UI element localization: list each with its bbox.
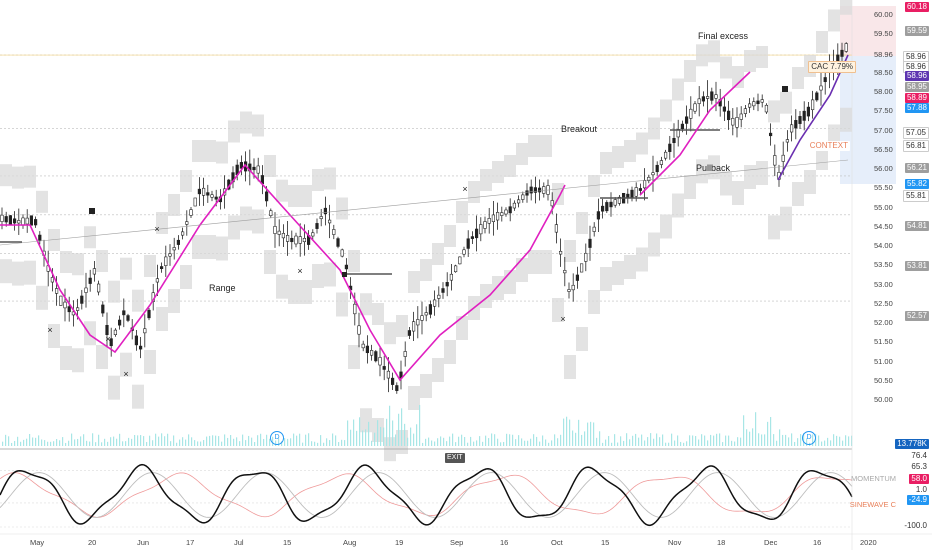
- price-tag: 59.59: [904, 26, 929, 36]
- price-tag: 56.81: [902, 140, 929, 152]
- price-axis-label: 50.00: [874, 395, 893, 404]
- price-axis-label: 59.50: [874, 29, 893, 39]
- price-tag: 52.57: [904, 311, 929, 321]
- context-label: CONTEXT: [807, 141, 850, 151]
- price-tag: 55.81: [902, 190, 929, 202]
- price-tag: 57.05: [902, 127, 929, 139]
- sinewave-label: SINEWAVE C: [849, 500, 896, 509]
- signal-markers: × × × × × × ×: [47, 86, 788, 379]
- price-axis-label: 54.50: [874, 221, 893, 231]
- time-axis-label: 15: [601, 538, 610, 547]
- dividend-marker-2[interactable]: D: [802, 431, 816, 445]
- price-axis-label: 52.00: [874, 318, 893, 327]
- svg-text:×: ×: [154, 224, 159, 234]
- price-tag: 60.18: [904, 2, 929, 12]
- volume-histogram: [2, 404, 853, 446]
- price-tag: 58.89: [904, 93, 929, 103]
- time-axis-label: 2020: [860, 538, 877, 547]
- cac-label: CAC 7.79%: [808, 61, 856, 73]
- oscillator-pane: [0, 463, 853, 528]
- price-axis-label: 53.50: [874, 260, 893, 270]
- dividend-marker-1[interactable]: D: [270, 431, 284, 445]
- price-axis-label: 57.50: [874, 106, 893, 116]
- price-axis-label: 53.00: [874, 279, 893, 289]
- indicator-value: -100.0: [902, 521, 929, 531]
- pivot-levels: [0, 129, 720, 275]
- svg-text:×: ×: [560, 314, 565, 324]
- indicator-value: 76.4: [909, 451, 929, 461]
- price-tag: 55.82: [904, 179, 929, 189]
- time-axis-label: Jun: [137, 538, 150, 547]
- svg-text:×: ×: [47, 325, 52, 335]
- price-axis-label: 52.50: [874, 298, 893, 308]
- trend-curve-final: [777, 54, 849, 181]
- price-axis-label: 58.00: [874, 87, 893, 96]
- price-axis-label: 55.50: [874, 183, 893, 193]
- price-axis-label: 50.50: [874, 375, 893, 385]
- momentum-label: MOMENTUM: [851, 474, 896, 483]
- price-axis-label: 51.00: [874, 356, 893, 366]
- time-axis-label: 19: [395, 538, 404, 547]
- annotation-range: Range: [209, 283, 236, 293]
- indicator-value: 65.3: [909, 462, 929, 472]
- time-axis-label: 16: [500, 538, 509, 547]
- price-tag: 57.88: [904, 103, 929, 113]
- time-axis-label: Jul: [234, 538, 244, 547]
- time-axis-label: Nov: [668, 538, 682, 547]
- time-axis-label: 15: [283, 538, 292, 547]
- svg-text:×: ×: [297, 266, 302, 276]
- indicator-value: -24.9: [906, 495, 929, 505]
- svg-text:×: ×: [105, 334, 110, 344]
- time-axis-label: Dec: [764, 538, 778, 547]
- exit-tag[interactable]: EXIT: [445, 453, 465, 463]
- time-axis-label: Aug: [343, 538, 357, 547]
- indicator-value: 58.0: [909, 474, 929, 484]
- price-tag: 56.21: [904, 163, 929, 173]
- price-tag: 54.81: [904, 221, 929, 231]
- price-tag: 53.81: [904, 261, 929, 271]
- annotation-breakout: Breakout: [561, 124, 598, 134]
- annotation-final-excess: Final excess: [698, 31, 749, 41]
- time-axis-label: Sep: [450, 538, 464, 547]
- time-axis-label: 16: [813, 538, 822, 547]
- price-axis-label: 58.96: [874, 50, 893, 60]
- price-axis-label: 58.50: [874, 67, 893, 77]
- time-axis-label: 17: [186, 538, 195, 547]
- time-axis-label: Oct: [551, 538, 563, 547]
- price-tag: 58.95: [904, 82, 929, 92]
- indicator-value: 1.0: [913, 485, 929, 495]
- time-axis-label: 18: [717, 538, 726, 547]
- svg-text:×: ×: [123, 369, 128, 379]
- price-axis-label: 60.00: [874, 10, 893, 19]
- price-axis-label: 54.00: [874, 241, 893, 250]
- time-axis-label: 20: [88, 538, 97, 547]
- price-axis-label: 56.50: [874, 144, 893, 154]
- long-trendline: [0, 159, 849, 246]
- price-tag: 13.778K: [895, 439, 929, 449]
- svg-text:×: ×: [462, 184, 467, 194]
- price-axis-label: 57.00: [874, 125, 893, 135]
- trend-curve: [639, 71, 751, 196]
- time-axis-label: May: [30, 538, 45, 547]
- price-tag: 58.96: [904, 71, 929, 81]
- price-axis-label: 55.00: [874, 202, 893, 212]
- annotation-pullback: Pullback: [696, 163, 731, 173]
- price-axis-label: 56.00: [874, 164, 893, 173]
- trend-curve: [0, 163, 566, 382]
- price-axis-label: 51.50: [874, 337, 893, 347]
